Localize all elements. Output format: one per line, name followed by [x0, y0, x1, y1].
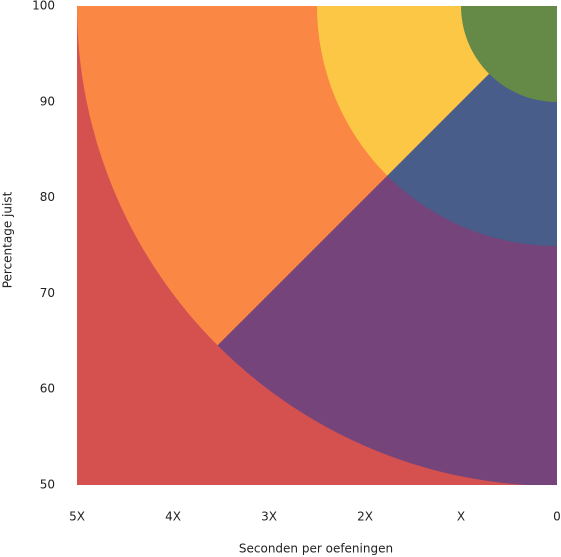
x-tick-label: 2X [357, 510, 373, 524]
y-tick-label: 90 [40, 94, 55, 108]
y-tick-label: 80 [40, 190, 55, 204]
x-tick-label: 5X [69, 510, 85, 524]
y-tick-label: 60 [40, 382, 55, 396]
y-tick-label: 50 [40, 478, 55, 492]
x-axis-title: Seconden per oefeningen [239, 542, 393, 556]
y-axis-title: Percentage juist [1, 191, 15, 288]
zone [461, 6, 557, 102]
x-tick-label: X [457, 510, 465, 524]
y-tick-label: 100 [32, 0, 55, 13]
x-tick-label: 0 [553, 510, 561, 524]
plot-area [77, 6, 557, 485]
x-tick-label: 3X [261, 510, 277, 524]
x-tick-label: 4X [165, 510, 181, 524]
y-tick-label: 70 [40, 286, 55, 300]
